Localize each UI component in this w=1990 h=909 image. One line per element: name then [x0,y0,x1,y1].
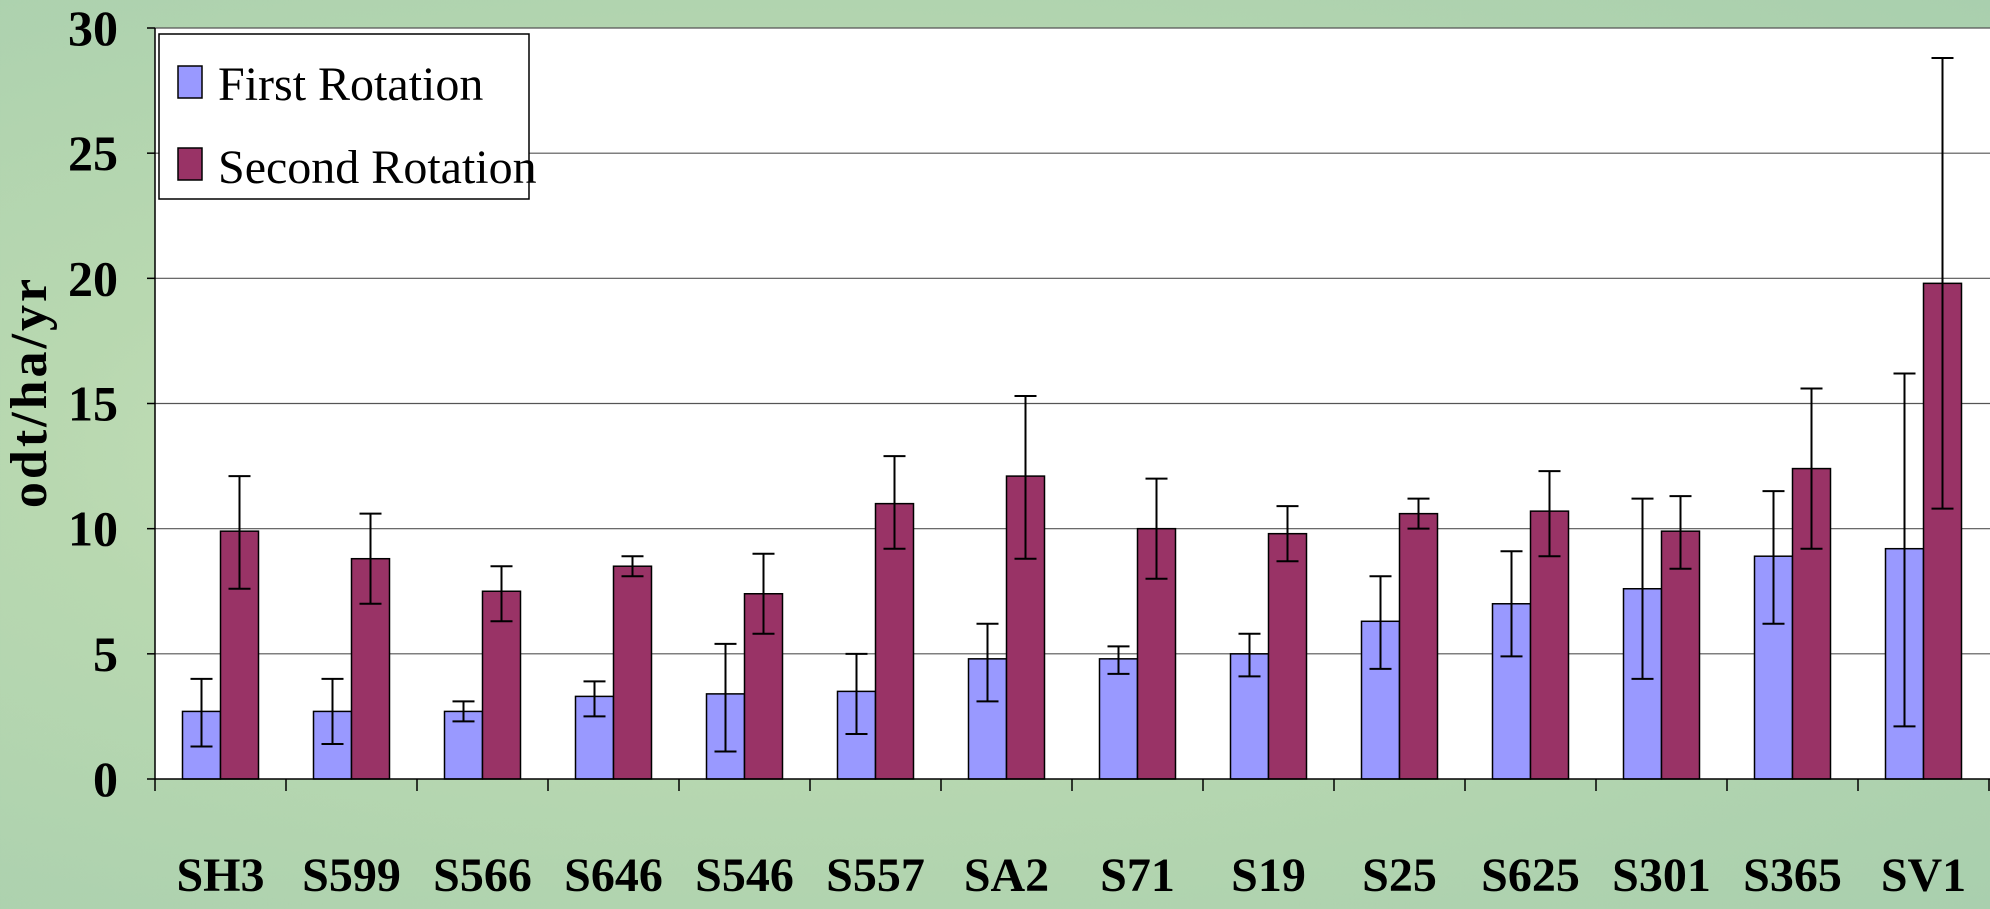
bar-second-rotation [1267,532,1308,780]
x-tick-label: SV1 [1881,849,1966,902]
legend-swatch-second-rotation [177,147,203,181]
y-tick-label: 5 [93,626,118,682]
y-tick-label: 10 [68,501,118,557]
bar-second-rotation [612,565,653,780]
axes [147,27,1990,791]
bar-second-rotation [1660,530,1701,780]
legend-label-first-rotation: First Rotation [218,58,483,111]
x-tick-label: SA2 [964,849,1049,902]
x-tick-label: S25 [1362,849,1437,902]
y-tick-label: 15 [68,376,118,432]
y-tick-label: 0 [93,751,118,807]
x-tick-label: S546 [695,849,794,902]
x-tick-label: S566 [433,849,532,902]
x-tick-label: S599 [302,849,401,902]
legend-label-second-rotation: Second Rotation [218,141,537,194]
x-tick-label: S19 [1231,849,1306,902]
bar-first-rotation [1098,658,1139,780]
y-tick-label: 30 [68,0,118,56]
y-tick-label: 25 [68,125,118,181]
grid-lines [155,27,1990,655]
x-tick-label: S365 [1743,849,1842,902]
error-bars [190,57,1954,753]
y-tick-labels: 0 5 10 15 20 25 30 [68,0,118,807]
x-tick-label: S557 [826,849,925,902]
legend-swatch-first-rotation [177,65,203,99]
x-tick-label: S625 [1481,849,1580,902]
x-tick-label: S646 [564,849,663,902]
legend-box [158,33,530,200]
bar-second-rotation [874,502,915,780]
x-tick-label: SH3 [176,849,264,902]
legend: First Rotation Second Rotation [158,33,537,200]
x-tick-labels: SH3 S599 S566 S646 S546 S557 SA2 S71 S19 S25 S625 S… [176,849,1966,902]
y-axis-label: odt/ha/yr [1,276,58,508]
bar-second-rotation [1398,512,1439,780]
x-tick-label: S301 [1612,849,1711,902]
x-tick-label: S71 [1100,849,1175,902]
y-tick-label: 20 [68,250,118,306]
